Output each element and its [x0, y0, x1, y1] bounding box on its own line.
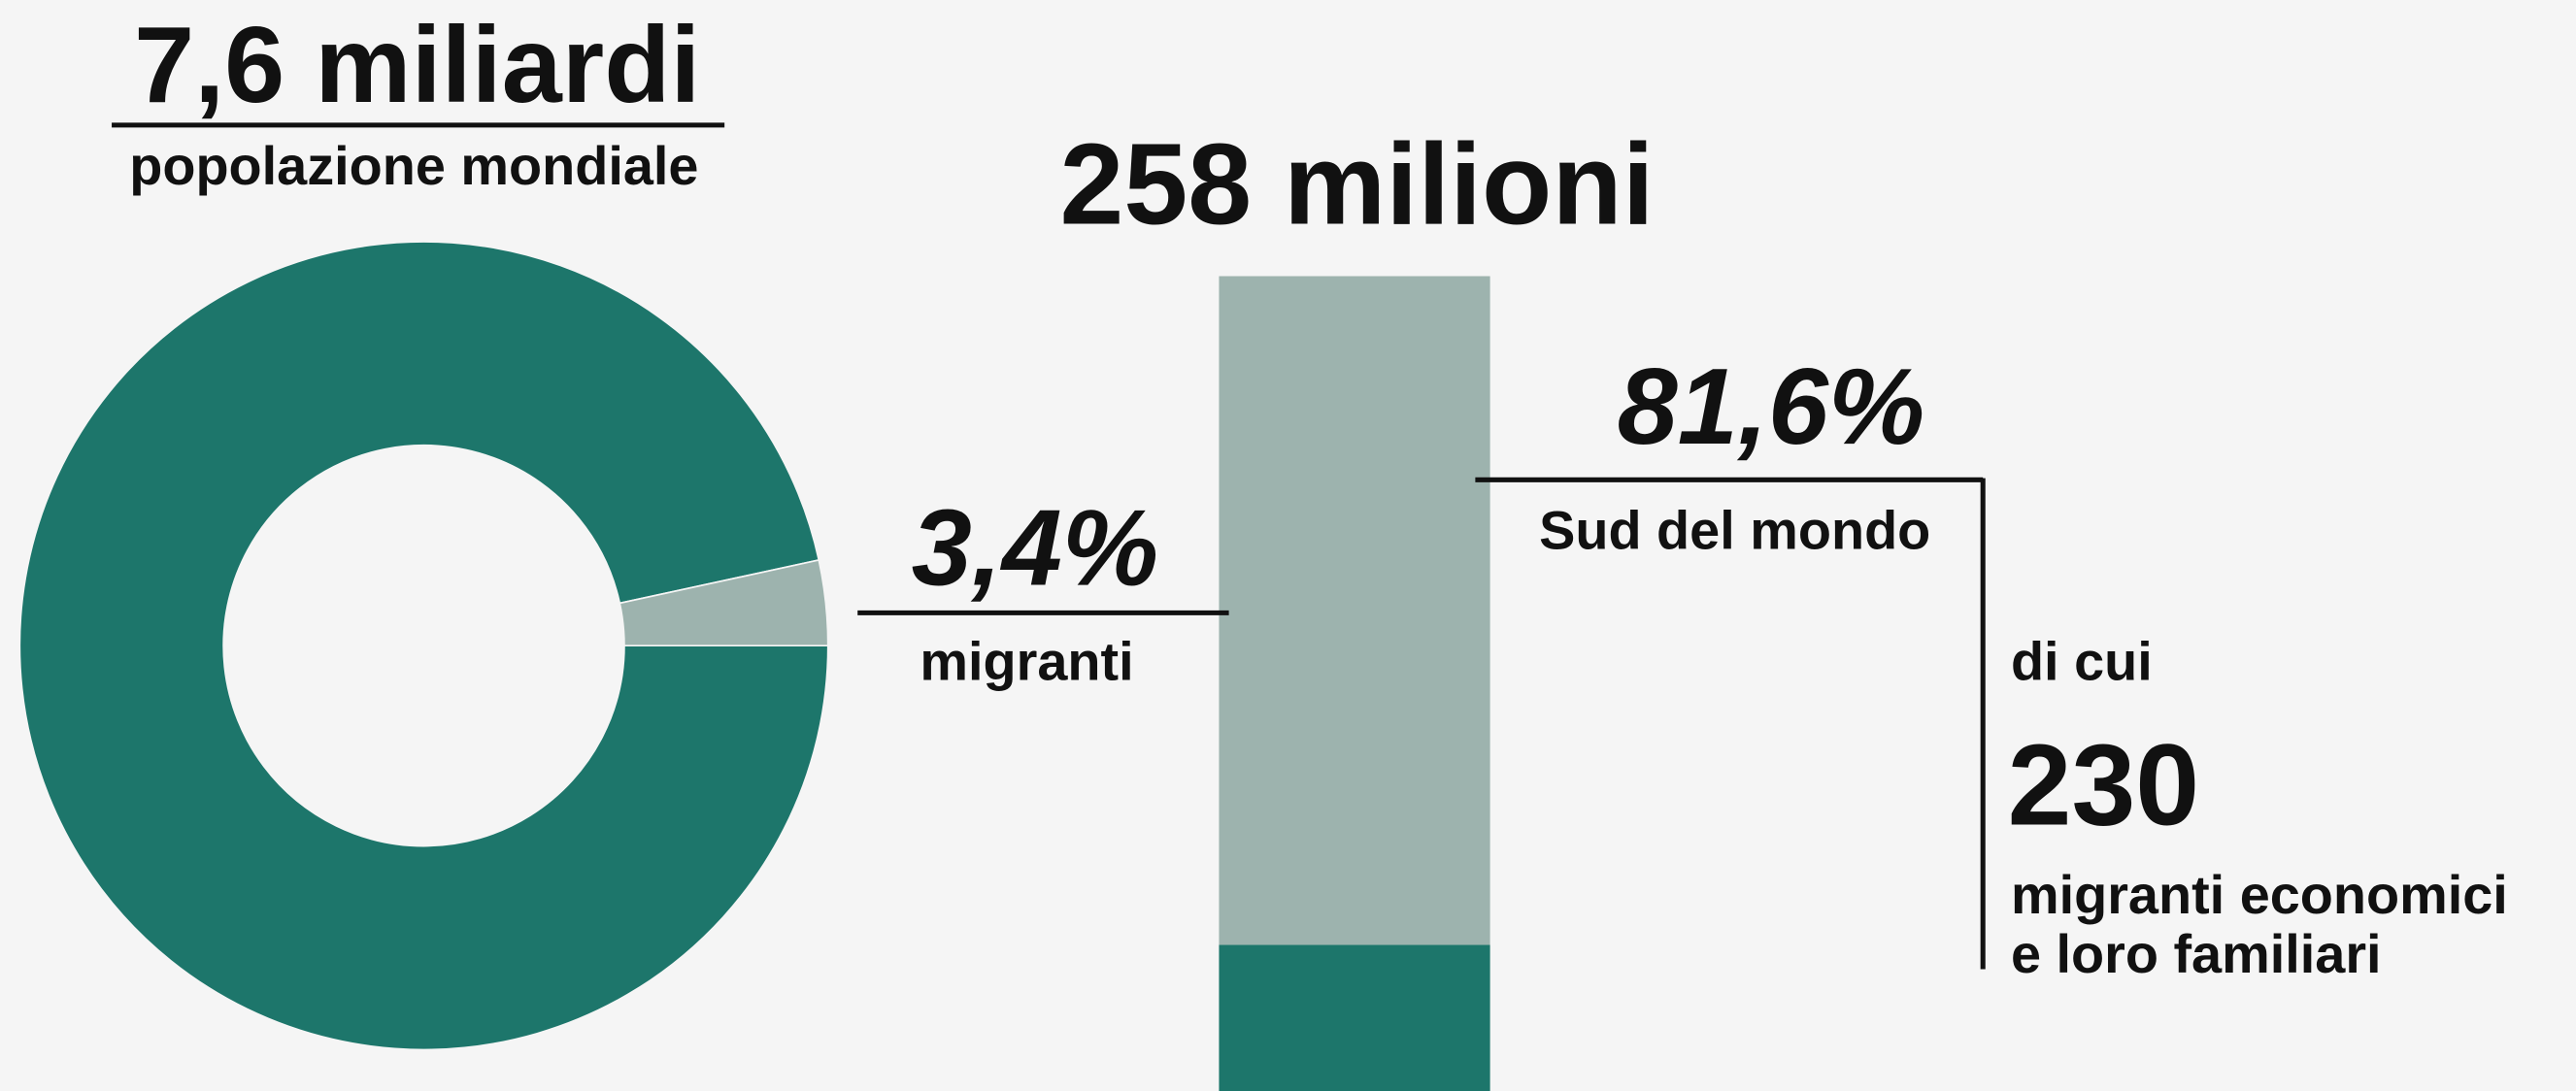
- slice-label: 3,4%: [912, 487, 1159, 609]
- slice-category: migranti: [920, 631, 1133, 692]
- annotation-line: migranti economici: [2011, 864, 2508, 925]
- donut-slice: [18, 241, 829, 1051]
- annotation-intro: di cui: [2011, 631, 2153, 692]
- segment-label: 81,6%: [1618, 346, 1925, 467]
- bar-segment: [1219, 276, 1490, 945]
- segment-category: Sud del mondo: [1539, 499, 1930, 560]
- annotation-line: e loro familiari: [2011, 923, 2382, 984]
- pie-title: 7,6 miliardi: [134, 4, 700, 125]
- donut-slice: [619, 558, 829, 647]
- bar-segment: [1219, 944, 1490, 1091]
- annotation-value: 230: [2008, 722, 2200, 850]
- pie-subtitle: popolazione mondiale: [129, 135, 698, 196]
- bar-title: 258 milioni: [1060, 120, 1655, 248]
